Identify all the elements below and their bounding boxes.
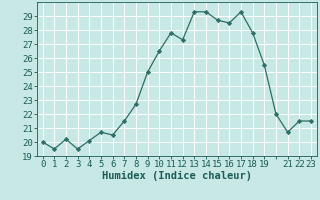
X-axis label: Humidex (Indice chaleur): Humidex (Indice chaleur) (102, 171, 252, 181)
